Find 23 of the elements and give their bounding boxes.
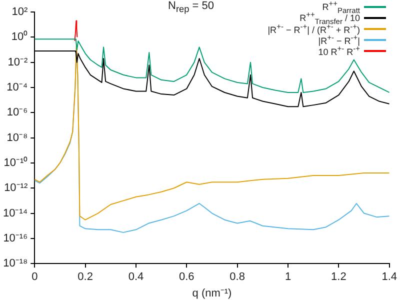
y-tick-label: 10⁻¹⁸ [3, 258, 28, 270]
x-tick-label: 1.4 [382, 271, 398, 284]
legend-label: |R$^{+-}$ − R$^{-+}$| [318, 33, 360, 46]
annotation: N$_{rep}$ = 50 [168, 0, 214, 14]
y-tick-label: 10⁰ [11, 30, 28, 44]
y-tick-label: 10⁻¹⁶ [3, 232, 28, 244]
y-tick-label: 10⁻¹⁴ [3, 207, 28, 220]
x-axis-title: q (nm⁻¹) [192, 287, 232, 300]
x-tick-label: 0 [32, 271, 38, 284]
y-tick-label: 10⁻² [8, 56, 28, 68]
y-tick-label: 10⁻⁸ [6, 132, 28, 144]
x-tick-label: 0.2 [78, 271, 93, 284]
x-tick-label: 0.6 [179, 271, 194, 284]
y-tick-label: 10⁻⁴ [6, 82, 28, 94]
y-tick-label: 10⁻⁶ [6, 106, 28, 119]
x-tick-label: 1 [284, 271, 292, 284]
y-tick-label: 10² [12, 6, 28, 18]
x-tick-label: 1.2 [331, 271, 346, 284]
legend-label: 10 R$^{+-}$ R$^{-+}$ [318, 44, 360, 57]
x-tick-label: 0.8 [230, 271, 245, 284]
y-tick-label: 10⁻¹⁰ [4, 156, 28, 169]
y-tick-label: 10⁻¹² [4, 182, 28, 194]
x-tick-label: 0.4 [128, 271, 144, 284]
